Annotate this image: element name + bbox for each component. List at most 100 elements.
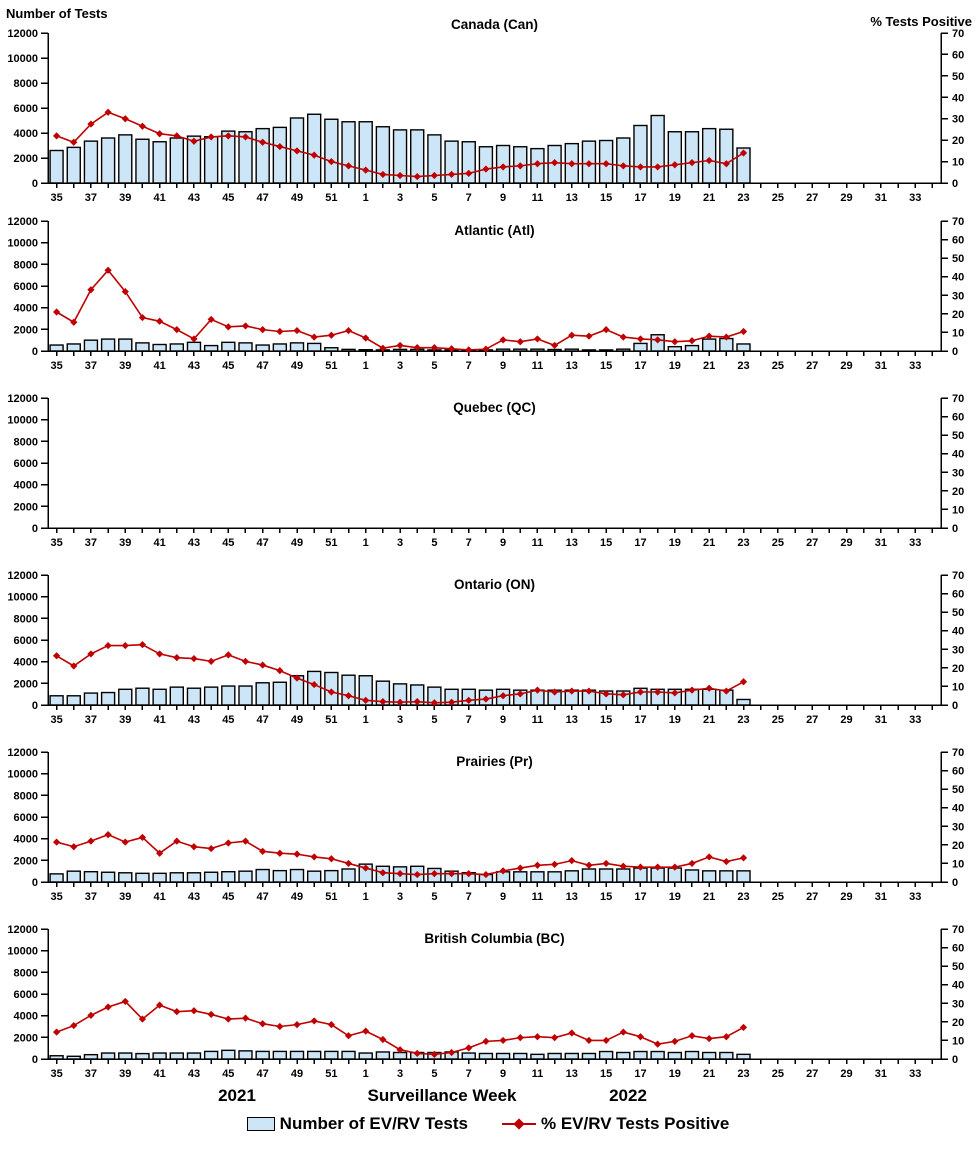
line-point [705, 684, 713, 692]
svg-text:8000: 8000 [14, 613, 38, 625]
svg-text:25: 25 [772, 537, 784, 549]
svg-text:43: 43 [188, 714, 200, 726]
svg-text:49: 49 [291, 1068, 303, 1080]
line-point [121, 838, 129, 846]
bar [66, 870, 81, 883]
panel-title: Atlantic (Atl) [454, 223, 534, 238]
svg-text:8000: 8000 [14, 78, 38, 90]
line-point [293, 850, 301, 858]
bar [83, 1053, 99, 1060]
svg-text:19: 19 [669, 1068, 681, 1080]
svg-text:37: 37 [85, 537, 97, 549]
line-point [327, 855, 335, 863]
line-point [636, 335, 645, 343]
svg-text:15: 15 [600, 360, 612, 372]
line-point [396, 171, 404, 180]
svg-text:40: 40 [952, 272, 964, 284]
bar [358, 675, 373, 706]
bar [684, 869, 700, 883]
bar [238, 342, 253, 352]
svg-text:29: 29 [840, 192, 852, 204]
svg-text:40: 40 [952, 92, 964, 104]
line-point [413, 1049, 421, 1058]
line-point [190, 654, 198, 663]
bar [375, 126, 391, 184]
line-point [344, 162, 353, 170]
line-point [379, 344, 387, 352]
line-point [104, 641, 112, 650]
svg-text:50: 50 [952, 961, 964, 973]
bar [169, 686, 184, 706]
bar [255, 1050, 270, 1060]
line-point [276, 327, 284, 336]
svg-text:1: 1 [363, 714, 369, 726]
svg-text:3: 3 [397, 714, 403, 726]
line-point [259, 326, 267, 334]
svg-text:27: 27 [806, 360, 818, 372]
line-point [293, 674, 301, 682]
line-point [327, 331, 335, 339]
line-point [52, 308, 61, 316]
bar [341, 1050, 356, 1060]
bar [66, 695, 81, 706]
bars-series [49, 113, 751, 184]
svg-text:23: 23 [737, 891, 749, 903]
line-point [516, 338, 524, 346]
svg-text:10: 10 [952, 858, 964, 870]
svg-text:43: 43 [188, 891, 200, 903]
svg-text:3: 3 [397, 891, 403, 903]
svg-text:43: 43 [188, 360, 200, 372]
svg-text:0: 0 [32, 877, 38, 889]
svg-text:50: 50 [952, 253, 964, 265]
line-point [533, 861, 542, 869]
svg-text:11: 11 [532, 1068, 544, 1080]
svg-text:30: 30 [952, 114, 964, 126]
line-point [533, 1033, 542, 1041]
bar [684, 344, 700, 352]
bar [135, 138, 150, 184]
bar [100, 137, 116, 184]
svg-text:11: 11 [532, 714, 544, 726]
panel-prairies: 0 2000 4000 6000 8000 10000 12000 0 10 20 30 40 50 60… [0, 736, 976, 906]
svg-text:29: 29 [840, 1068, 852, 1080]
panel-title: Prairies (Pr) [456, 754, 533, 769]
line-point [654, 1040, 662, 1048]
svg-text:4000: 4000 [14, 1011, 38, 1023]
panel-quebec: 0 2000 4000 6000 8000 10000 12000 0 10 20 30 40 50 60… [0, 382, 976, 552]
line-point [413, 344, 421, 352]
line-point [276, 849, 284, 857]
svg-text:21: 21 [703, 192, 715, 204]
bar [272, 869, 288, 883]
line-point [430, 1050, 438, 1058]
bar [203, 344, 219, 352]
svg-text:33: 33 [909, 714, 921, 726]
line-point [276, 142, 284, 151]
line-point [207, 844, 215, 853]
svg-text:10: 10 [952, 1035, 964, 1047]
svg-text:13: 13 [566, 1068, 578, 1080]
line-point [602, 1036, 610, 1045]
line-point [241, 657, 250, 665]
svg-text:31: 31 [875, 192, 887, 204]
line-point [688, 859, 696, 868]
line-point [344, 1032, 353, 1040]
line-point [671, 161, 679, 169]
svg-text:43: 43 [188, 537, 200, 549]
svg-text:50: 50 [952, 71, 964, 83]
bar [324, 118, 339, 184]
svg-text:25: 25 [772, 714, 784, 726]
bar [169, 137, 184, 184]
bar [513, 871, 528, 883]
svg-text:13: 13 [566, 192, 578, 204]
xaxis-title: Surveillance Week [367, 1086, 517, 1105]
line-point [465, 169, 473, 177]
line-point [156, 317, 164, 325]
bar [152, 343, 167, 352]
svg-text:50: 50 [952, 430, 964, 442]
legend: Number of EV/RV Tests % EV/RV Tests Posi… [0, 1114, 976, 1134]
line-point [413, 870, 421, 879]
svg-text:45: 45 [222, 537, 234, 549]
line-point [379, 869, 387, 877]
svg-text:15: 15 [600, 714, 612, 726]
svg-text:19: 19 [669, 360, 681, 372]
